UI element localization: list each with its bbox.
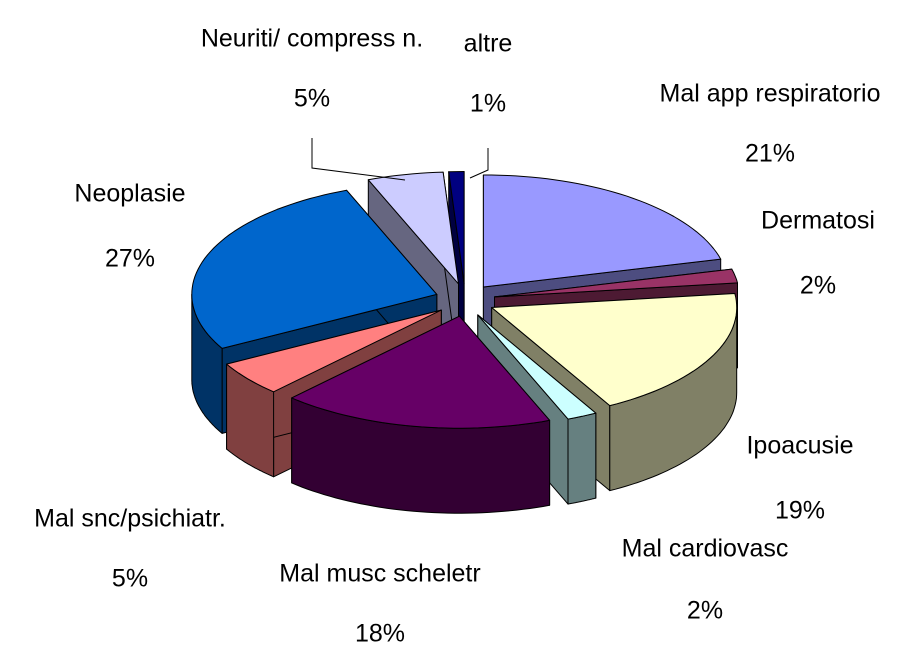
slice-top <box>191 189 438 349</box>
slice-value-label: 27% <box>105 245 155 273</box>
slice-label: Ipoacusie <box>746 432 853 460</box>
slice-value-label: 19% <box>775 497 825 525</box>
slice-value-label: 5% <box>112 565 148 593</box>
pie <box>191 171 738 514</box>
slice <box>291 315 551 514</box>
slice-label: Mal musc scheletr <box>279 560 480 588</box>
slice-value-label: 5% <box>294 85 330 113</box>
slice-wall <box>567 412 597 505</box>
slice-top <box>448 171 465 284</box>
slice-value-label: 21% <box>745 140 795 168</box>
slice-label: altre <box>464 30 513 58</box>
leader-line <box>311 138 406 181</box>
slice-value-label: 2% <box>687 597 723 625</box>
slice-top <box>477 314 597 420</box>
slice-top <box>291 315 551 429</box>
leader-line <box>469 148 489 179</box>
slice-value-label: 2% <box>800 272 836 300</box>
slice-label: Neuriti/ compress n. <box>201 25 423 53</box>
slice-label: Mal snc/psichiatr. <box>34 505 226 533</box>
labels: Mal app respiratorio 21% Dermatosi 2% Ipoacu… <box>34 25 880 648</box>
slice-top <box>226 309 442 393</box>
slice-label: Dermatosi <box>761 207 875 235</box>
slice-top <box>367 171 459 285</box>
slice-label: Neoplasie <box>74 180 185 208</box>
slice-top <box>491 293 738 407</box>
slice-label: Mal cardiovasc <box>622 535 789 563</box>
slice-value-label: 18% <box>355 620 405 648</box>
slice-top <box>482 174 722 288</box>
slice-value-label: 1% <box>470 90 506 118</box>
slice-label: Mal app respiratorio <box>660 80 881 108</box>
slice-top <box>494 268 738 298</box>
